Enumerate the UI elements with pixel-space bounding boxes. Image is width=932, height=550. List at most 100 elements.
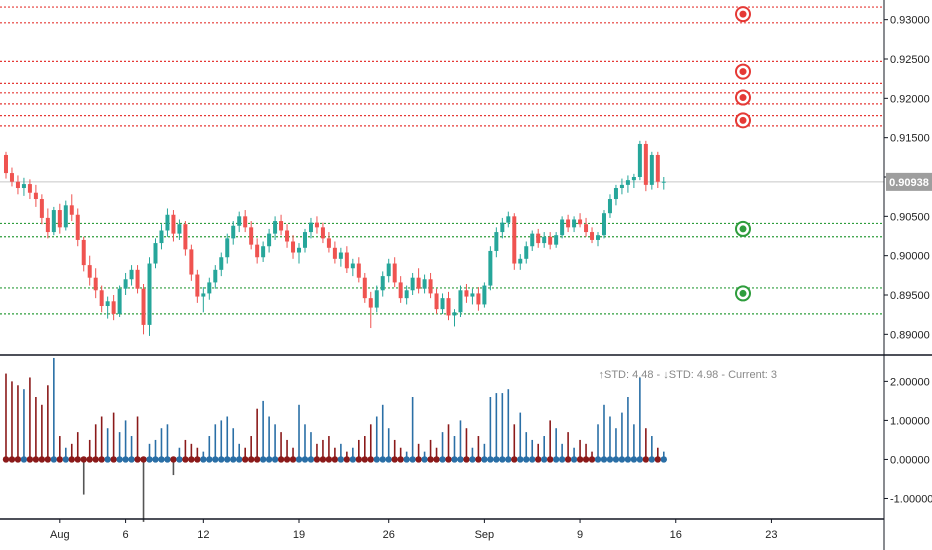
candle[interactable] xyxy=(33,184,38,207)
candle[interactable] xyxy=(494,227,499,258)
candle[interactable] xyxy=(488,246,493,291)
candle[interactable] xyxy=(422,274,427,294)
candle[interactable] xyxy=(416,268,421,294)
candle[interactable] xyxy=(297,243,302,264)
candle[interactable] xyxy=(440,293,445,314)
candle[interactable] xyxy=(63,200,68,231)
candle[interactable] xyxy=(147,257,152,336)
candle[interactable] xyxy=(243,210,248,233)
candle[interactable] xyxy=(201,287,206,313)
candle[interactable] xyxy=(285,224,290,248)
price-axis[interactable]: 0.890000.895000.900000.905000.910000.915… xyxy=(883,0,932,550)
candle[interactable] xyxy=(195,269,200,303)
candle[interactable] xyxy=(291,235,296,259)
candle[interactable] xyxy=(21,177,26,196)
candle[interactable] xyxy=(302,228,307,253)
candle[interactable] xyxy=(482,282,487,308)
candle[interactable] xyxy=(213,265,218,289)
candle[interactable] xyxy=(512,213,517,270)
candle[interactable] xyxy=(219,252,224,277)
candle[interactable] xyxy=(368,291,373,329)
candle[interactable] xyxy=(105,296,110,319)
candle[interactable] xyxy=(255,238,260,264)
resistance-marker[interactable] xyxy=(735,63,751,80)
candle[interactable] xyxy=(596,232,601,247)
candle[interactable] xyxy=(386,258,391,283)
candle[interactable] xyxy=(129,265,134,286)
candle[interactable] xyxy=(500,217,505,239)
candle[interactable] xyxy=(554,232,559,248)
candle[interactable] xyxy=(452,309,457,327)
time-axis[interactable]: Aug 6 12 19 26 Sep 9 16 23 xyxy=(0,518,884,541)
candle[interactable] xyxy=(536,228,541,248)
candle[interactable] xyxy=(225,233,230,264)
candle[interactable] xyxy=(177,219,182,240)
candle[interactable] xyxy=(661,177,666,190)
candle[interactable] xyxy=(530,230,535,251)
candle[interactable] xyxy=(279,214,284,236)
candle[interactable] xyxy=(655,151,660,189)
candle[interactable] xyxy=(51,206,56,236)
candle[interactable] xyxy=(548,232,553,250)
candle[interactable] xyxy=(566,214,571,233)
candle[interactable] xyxy=(314,216,319,234)
candle[interactable] xyxy=(590,227,595,244)
candle[interactable] xyxy=(404,285,409,305)
candle[interactable] xyxy=(57,203,62,234)
candle[interactable] xyxy=(171,210,176,242)
candle[interactable] xyxy=(75,208,80,247)
candle[interactable] xyxy=(207,277,212,300)
candle[interactable] xyxy=(560,216,565,239)
candle[interactable] xyxy=(69,194,74,222)
candle[interactable] xyxy=(153,238,158,269)
price-pane[interactable] xyxy=(0,6,884,336)
candle[interactable] xyxy=(542,232,547,248)
candle[interactable] xyxy=(123,272,128,295)
candle[interactable] xyxy=(45,208,50,239)
resistance-marker[interactable] xyxy=(735,112,751,129)
candle[interactable] xyxy=(273,216,278,240)
candle[interactable] xyxy=(141,283,146,335)
candle[interactable] xyxy=(344,246,349,273)
candle[interactable] xyxy=(464,283,469,303)
candle[interactable] xyxy=(15,175,20,195)
candle[interactable] xyxy=(350,258,355,277)
candle[interactable] xyxy=(613,184,618,206)
candle[interactable] xyxy=(643,140,648,192)
candle[interactable] xyxy=(261,241,266,262)
candle[interactable] xyxy=(81,236,86,272)
candle[interactable] xyxy=(631,173,636,189)
candle[interactable] xyxy=(189,244,194,281)
candle[interactable] xyxy=(87,255,92,286)
candle[interactable] xyxy=(578,213,583,228)
resistance-marker[interactable] xyxy=(735,6,751,23)
candle[interactable] xyxy=(649,151,654,190)
candle[interactable] xyxy=(183,221,188,256)
candle[interactable] xyxy=(607,194,612,218)
candle[interactable] xyxy=(428,272,433,299)
candle[interactable] xyxy=(518,254,523,270)
candle[interactable] xyxy=(374,285,379,313)
candle[interactable] xyxy=(249,221,254,250)
candle[interactable] xyxy=(434,288,439,314)
candle[interactable] xyxy=(9,167,14,187)
candle[interactable] xyxy=(231,221,236,245)
candle[interactable] xyxy=(470,288,475,305)
candle[interactable] xyxy=(39,194,44,225)
candle[interactable] xyxy=(637,140,642,181)
candle[interactable] xyxy=(99,285,104,313)
candle[interactable] xyxy=(446,291,451,321)
resistance-marker[interactable] xyxy=(735,89,751,106)
candle[interactable] xyxy=(362,272,367,303)
candle[interactable] xyxy=(159,224,164,250)
candle[interactable] xyxy=(380,271,385,297)
candle[interactable] xyxy=(165,208,170,237)
candle[interactable] xyxy=(320,222,325,244)
candle[interactable] xyxy=(392,257,397,288)
support-marker[interactable] xyxy=(735,285,751,302)
support-marker[interactable] xyxy=(735,220,751,237)
candle[interactable] xyxy=(524,241,529,264)
candle[interactable] xyxy=(308,217,313,239)
candle[interactable] xyxy=(625,175,630,193)
